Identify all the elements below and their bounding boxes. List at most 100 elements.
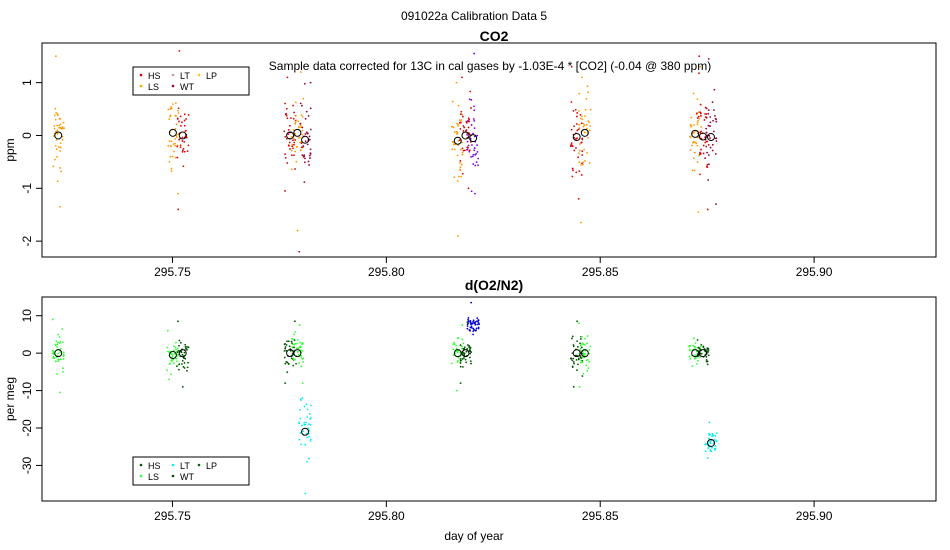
y-tick-label: -30	[20, 456, 34, 474]
data-point	[302, 360, 305, 363]
data-point	[450, 362, 453, 365]
data-point	[303, 161, 306, 164]
data-point	[51, 352, 54, 355]
y-axis-label: ppm	[3, 138, 17, 161]
data-point	[706, 151, 708, 154]
data-point	[468, 356, 471, 359]
data-point	[187, 346, 190, 349]
data-point	[56, 129, 59, 132]
data-point	[465, 350, 468, 353]
data-point	[576, 346, 579, 348]
data-point	[174, 138, 176, 140]
data-point	[284, 347, 287, 350]
data-point	[171, 155, 174, 158]
data-point	[458, 119, 461, 122]
mean-marker	[453, 136, 462, 145]
data-point	[700, 343, 703, 346]
data-point	[707, 347, 710, 350]
data-point	[459, 344, 462, 346]
data-point	[700, 114, 702, 117]
data-point	[294, 121, 297, 124]
data-point	[457, 234, 459, 237]
data-point	[300, 424, 303, 427]
data-point	[469, 90, 472, 93]
data-point	[175, 115, 178, 117]
data-point	[689, 123, 692, 126]
data-point	[580, 122, 583, 125]
co2-panel: CO2 ppm 295.75 295.80 295.85 295.90 -2 -1 0 1 HS LT…	[3, 28, 937, 279]
data-point	[169, 373, 172, 376]
legend-label: LS	[148, 472, 159, 482]
data-point	[700, 148, 702, 151]
data-point	[176, 360, 178, 363]
data-point	[696, 363, 698, 365]
data-point	[580, 141, 583, 144]
data-point	[704, 136, 707, 139]
data-point	[452, 354, 455, 356]
data-point	[286, 371, 289, 374]
data-point	[284, 113, 287, 116]
data-point	[466, 325, 469, 327]
data-point	[184, 130, 187, 132]
data-point	[467, 318, 469, 321]
data-point	[303, 181, 306, 184]
data-point	[706, 164, 709, 166]
data-point	[576, 369, 578, 371]
data-point	[581, 359, 584, 362]
data-point	[693, 169, 696, 172]
o2n2-panel: d(O2/N2) per meg 295.75 295.80 295.85 295.90 -…	[3, 277, 937, 523]
data-point	[52, 165, 55, 168]
data-point	[54, 145, 57, 147]
data-point	[587, 367, 590, 370]
data-point	[183, 150, 186, 153]
data-point	[689, 357, 692, 360]
data-point	[287, 128, 290, 131]
data-point	[586, 152, 588, 154]
data-point	[294, 139, 297, 141]
data-point	[298, 136, 300, 139]
data-point	[283, 343, 286, 346]
data-point	[175, 357, 178, 360]
data-point	[459, 113, 462, 116]
data-point	[177, 349, 180, 352]
data-point	[456, 122, 458, 125]
data-point	[294, 168, 296, 170]
data-point	[709, 448, 712, 451]
data-point	[290, 149, 293, 152]
data-point	[461, 153, 464, 156]
data-point	[470, 107, 472, 109]
data-point	[689, 135, 691, 138]
data-point	[171, 103, 174, 106]
data-point	[693, 345, 696, 348]
data-point	[706, 363, 709, 366]
data-point	[698, 72, 700, 75]
data-point	[697, 211, 700, 213]
data-point	[304, 133, 307, 135]
x-tick-label: 295.75	[154, 509, 191, 523]
data-point	[467, 144, 470, 147]
y-tick-label: 1	[20, 79, 34, 86]
data-point	[578, 123, 581, 126]
data-point	[707, 143, 710, 146]
data-point	[304, 140, 307, 143]
data-point	[171, 353, 174, 356]
y-tick-label: -1	[20, 183, 34, 194]
data-point	[586, 335, 589, 337]
data-point	[304, 492, 307, 495]
mean-marker	[707, 438, 716, 447]
mean-marker	[580, 128, 589, 137]
data-point	[707, 109, 710, 112]
data-point	[581, 154, 584, 156]
data-point	[63, 127, 66, 130]
mean-marker	[461, 131, 470, 140]
data-point	[183, 351, 186, 354]
data-point	[697, 115, 700, 118]
data-point	[705, 442, 707, 445]
data-point	[709, 125, 711, 128]
data-point	[286, 162, 289, 164]
data-point	[711, 149, 714, 152]
data-point	[461, 358, 464, 360]
data-point	[183, 113, 186, 116]
data-point	[288, 345, 291, 348]
data-point	[459, 382, 462, 384]
